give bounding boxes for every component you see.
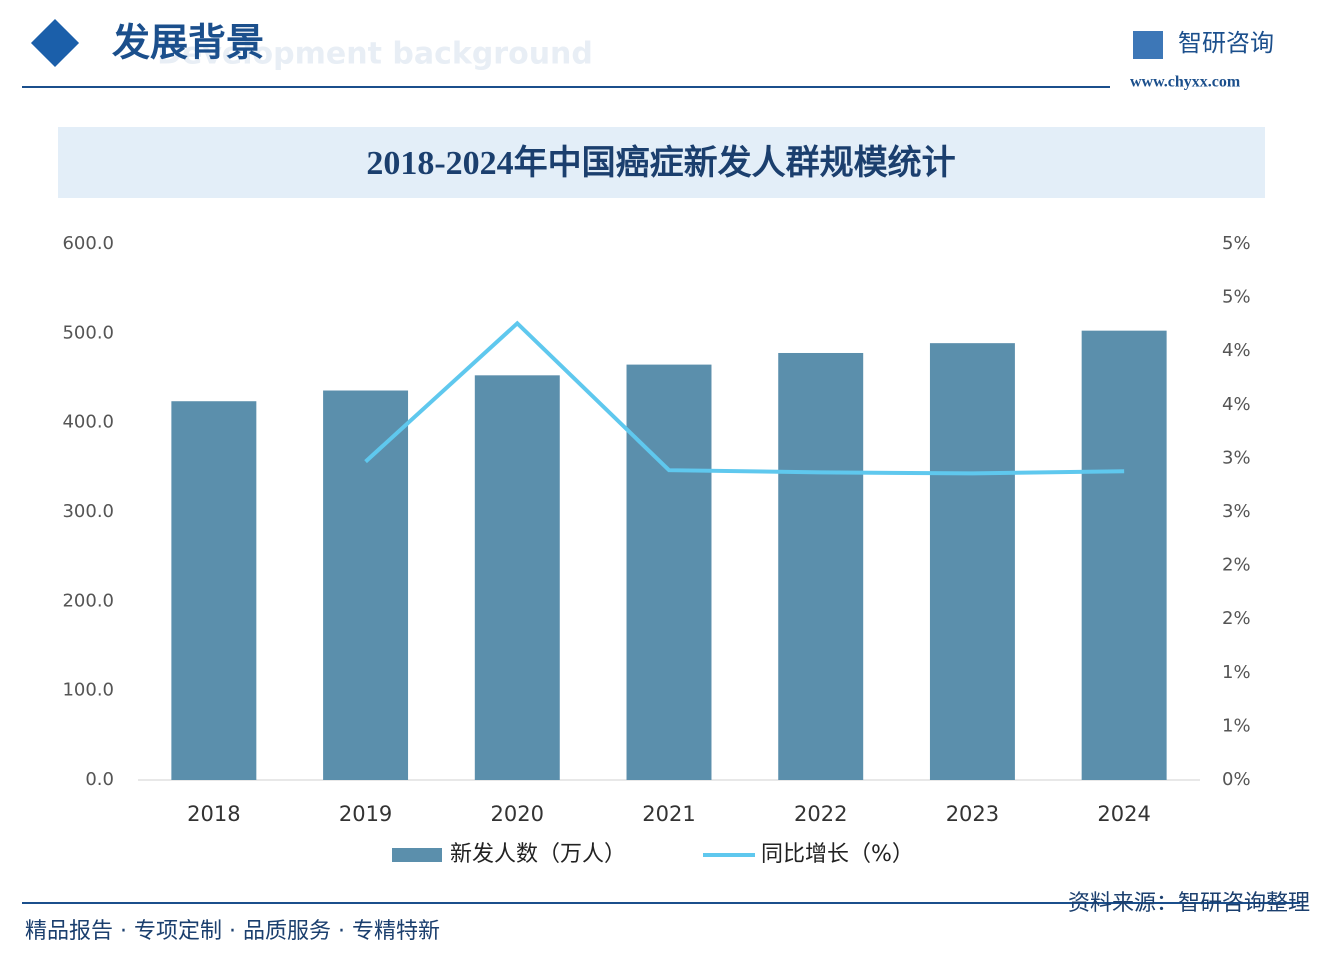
y2-tick-label: 5% <box>1222 233 1251 254</box>
x-tick-label: 2023 <box>946 802 999 826</box>
x-tick-label: 2019 <box>339 802 392 826</box>
y2-tick-label: 4% <box>1222 340 1251 361</box>
bar <box>1081 330 1167 780</box>
header-title: 发展背景 <box>112 21 264 65</box>
header-icon <box>30 18 80 68</box>
legend-label: 新发人数（万人） <box>450 842 626 867</box>
bar <box>474 375 560 780</box>
legend-swatch <box>392 848 442 862</box>
brand-logo <box>1133 31 1163 59</box>
bar <box>171 401 257 780</box>
x-tick-label: 2024 <box>1097 802 1150 826</box>
y-tick-label: 200.0 <box>62 590 114 611</box>
legend-label: 同比增长（%） <box>761 842 914 867</box>
brand-name: 智研咨询 <box>1178 29 1274 57</box>
title-band <box>58 127 1265 198</box>
y2-tick-label: 1% <box>1222 662 1251 683</box>
y2-tick-label: 2% <box>1222 608 1251 629</box>
bar <box>323 390 409 780</box>
bar <box>626 364 712 780</box>
y2-tick-label: 3% <box>1222 447 1251 468</box>
header-subtitle: Development background <box>157 37 593 72</box>
y-tick-label: 300.0 <box>62 501 114 522</box>
line <box>364 320 1125 476</box>
y2-tick-label: 5% <box>1222 287 1251 308</box>
x-tick-label: 2020 <box>491 802 544 826</box>
chart-title: 2018-2024年中国癌症新发人群规模统计 <box>366 143 955 182</box>
y-tick-label: 0.0 <box>85 769 114 790</box>
y-tick-label: 500.0 <box>62 322 114 343</box>
y-tick-label: 100.0 <box>62 680 114 701</box>
y2-tick-label: 0% <box>1222 769 1251 790</box>
y2-tick-label: 2% <box>1222 555 1251 576</box>
y-tick-label: 400.0 <box>62 412 114 433</box>
y-tick-label: 600.0 <box>62 233 114 254</box>
y2-tick-label: 1% <box>1222 715 1251 736</box>
footer-slogan: 精品报告 · 专项定制 · 品质服务 · 专精特新 <box>25 919 440 944</box>
bar <box>778 352 864 780</box>
y2-tick-label: 4% <box>1222 394 1251 415</box>
footer-source: 资料来源：智研咨询整理 <box>1068 891 1310 916</box>
brand-website: www.chyxx.com <box>1130 74 1241 91</box>
bar <box>929 343 1015 780</box>
x-tick-label: 2021 <box>642 802 695 826</box>
x-tick-label: 2022 <box>794 802 847 826</box>
y2-tick-label: 3% <box>1222 501 1251 522</box>
x-tick-label: 2018 <box>187 802 240 826</box>
